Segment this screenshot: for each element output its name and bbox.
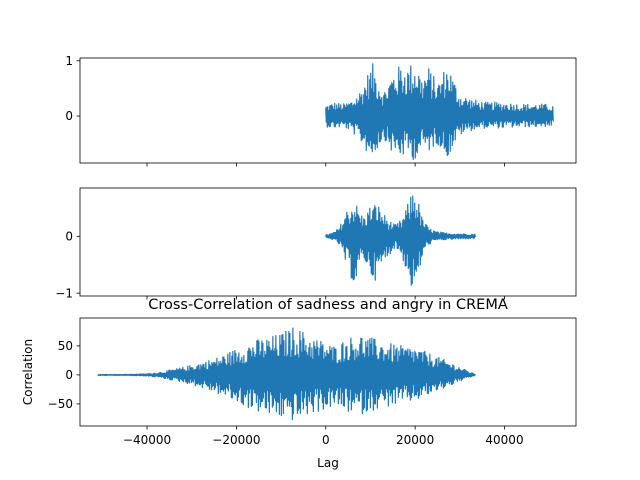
cross-correlation-xlabel: Lag bbox=[317, 456, 339, 470]
cross-correlation-frame bbox=[79, 317, 577, 427]
middle-signal-frame bbox=[79, 187, 577, 297]
cross-correlation-xtick-label-3: 20000 bbox=[396, 433, 434, 447]
cross-correlation-ytick-label-2: 50 bbox=[58, 339, 73, 353]
top-signal-axes: 01 bbox=[65, 54, 577, 167]
middle-signal-axes: −1 0 bbox=[55, 187, 577, 300]
middle-signal-plot-area bbox=[325, 195, 476, 286]
cross-correlation-ylabel: Correlation bbox=[21, 339, 35, 405]
cross-correlation-plot-area bbox=[97, 327, 476, 421]
cross-correlation-xtick-label-1: −20000 bbox=[212, 433, 260, 447]
cross-correlation-title: Cross-Correlation of sadness and angry i… bbox=[148, 297, 508, 313]
cross-correlation-xtick-label-4: 40000 bbox=[485, 433, 523, 447]
middle-signal-series-0 bbox=[325, 195, 476, 286]
top-signal-ytick-label-0: 0 bbox=[65, 109, 73, 123]
top-signal-plot-area bbox=[325, 63, 554, 161]
cross-correlation-ytick-label-1: 0 bbox=[65, 368, 73, 382]
middle-signal-ytick-label-1: 0 bbox=[65, 230, 73, 244]
cross-correlation-series-0 bbox=[97, 327, 476, 421]
cross-correlation-xtick-label-0: −40000 bbox=[123, 433, 171, 447]
middle-signal-ticks: −1 0 bbox=[55, 230, 505, 300]
top-signal-frame bbox=[79, 57, 577, 164]
cross-correlation-xtick-label-2: 0 bbox=[322, 433, 330, 447]
cross-correlation-ytick-label-0: −50 bbox=[48, 397, 73, 411]
top-signal-ticks: 01 bbox=[65, 54, 505, 167]
middle-signal-ytick-label-0: −1 bbox=[55, 286, 73, 300]
top-signal-series-0 bbox=[325, 63, 554, 161]
cross-correlation-axes: −40000 −20000 0 20000 40000 −50 0 50 Cross-Corr… bbox=[21, 297, 577, 470]
cross-correlation-ticks: −40000 −20000 0 20000 40000 −50 0 50 bbox=[48, 339, 524, 447]
top-signal-ytick-label-1: 1 bbox=[65, 54, 73, 68]
